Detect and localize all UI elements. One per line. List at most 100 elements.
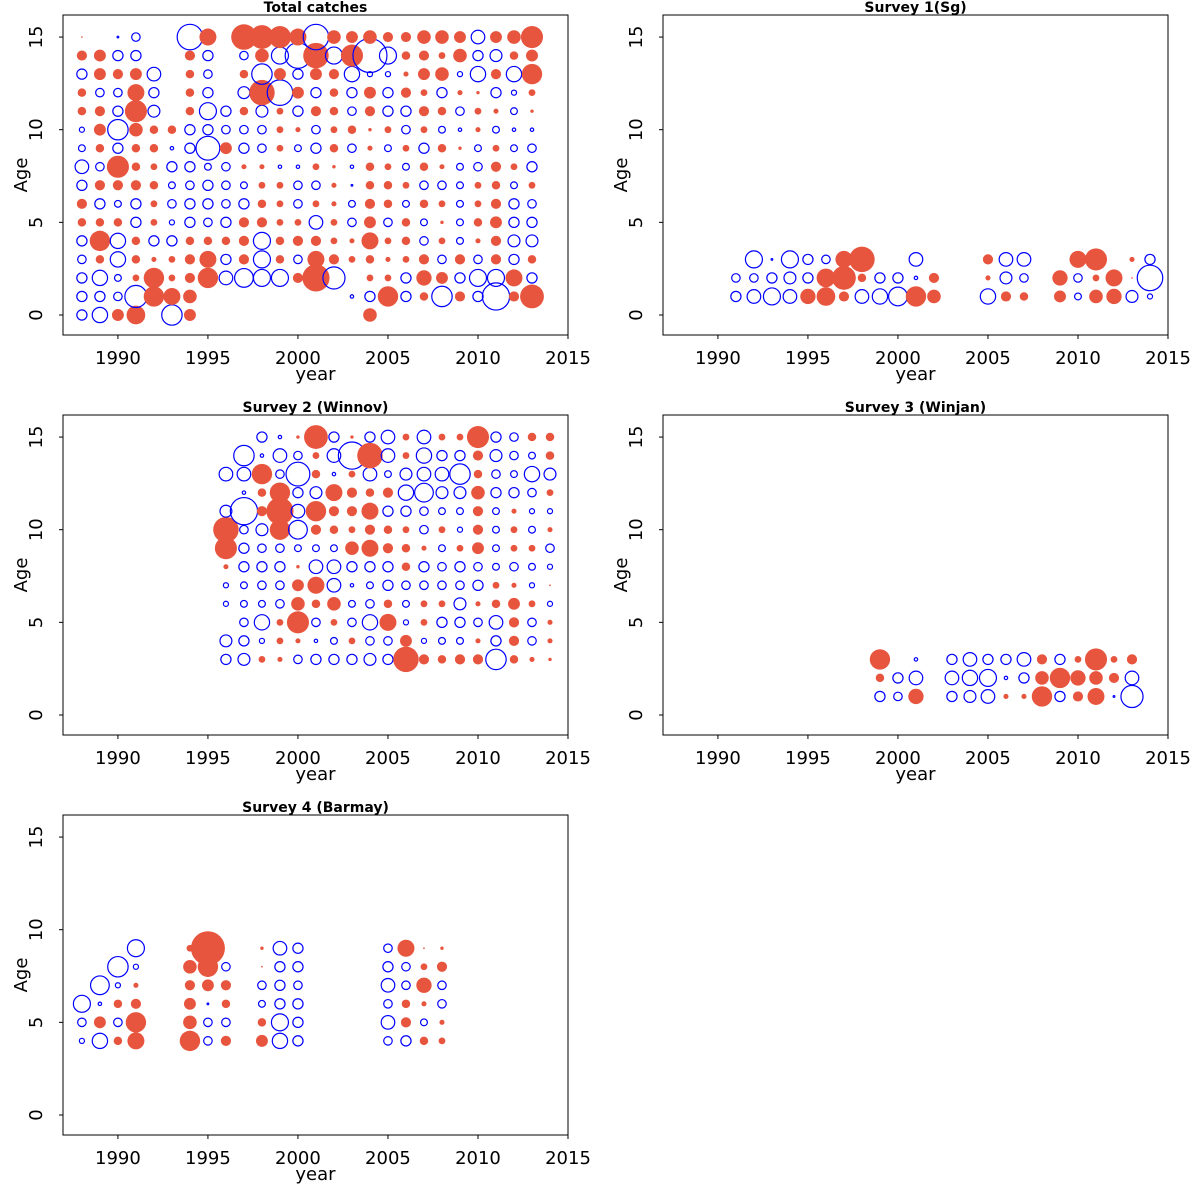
bubble bbox=[363, 30, 377, 44]
bubble bbox=[473, 161, 483, 172]
bubble bbox=[114, 982, 122, 989]
bubble bbox=[1089, 289, 1103, 304]
bubble bbox=[218, 466, 234, 482]
bubble bbox=[509, 655, 519, 664]
bubble bbox=[202, 86, 214, 99]
bubble bbox=[835, 250, 853, 268]
bubble bbox=[456, 544, 464, 552]
bubble bbox=[113, 87, 123, 98]
bubble bbox=[402, 433, 410, 441]
bubble bbox=[780, 250, 800, 269]
bubble bbox=[486, 268, 506, 288]
panel: Survey 3 (Winjan) 1990 1995 2000 2005 2010 201… bbox=[611, 400, 1191, 785]
bubble bbox=[377, 286, 399, 307]
bubble bbox=[730, 290, 742, 303]
bubble bbox=[821, 254, 831, 265]
bubble bbox=[237, 86, 251, 100]
bubble bbox=[415, 447, 433, 464]
bubble bbox=[221, 124, 231, 135]
bubble bbox=[295, 127, 301, 133]
bubble bbox=[437, 655, 447, 664]
bubble bbox=[362, 466, 378, 482]
bubble bbox=[229, 496, 259, 526]
bubble bbox=[545, 432, 555, 442]
bubble bbox=[257, 143, 267, 154]
bubble bbox=[251, 463, 273, 485]
bubble bbox=[1089, 671, 1103, 685]
bubble bbox=[346, 487, 358, 498]
bubble bbox=[383, 636, 393, 646]
bubble bbox=[416, 466, 432, 482]
bubble bbox=[1126, 654, 1138, 665]
bubble bbox=[493, 108, 499, 114]
bubble bbox=[95, 218, 105, 227]
bubble bbox=[257, 980, 267, 991]
bubble bbox=[437, 636, 446, 645]
bubble bbox=[255, 1034, 268, 1047]
bubble bbox=[382, 31, 394, 43]
bubble bbox=[439, 1019, 445, 1025]
bubble bbox=[874, 272, 886, 284]
bubble bbox=[275, 255, 285, 264]
bubble bbox=[266, 497, 294, 525]
bubble bbox=[893, 691, 903, 702]
x-tick-label: 2010 bbox=[455, 348, 501, 369]
bubble bbox=[198, 102, 218, 121]
bubble bbox=[81, 36, 83, 38]
bubble bbox=[364, 561, 376, 573]
bubble bbox=[520, 25, 544, 49]
bubble bbox=[233, 267, 254, 288]
bubble bbox=[419, 292, 429, 301]
bubble bbox=[509, 432, 519, 442]
bubble bbox=[76, 198, 88, 209]
bubble bbox=[440, 946, 444, 950]
bubble bbox=[311, 617, 321, 628]
bubble bbox=[276, 618, 284, 626]
bubble bbox=[744, 250, 764, 269]
bubble bbox=[255, 48, 269, 63]
bubble bbox=[766, 272, 778, 284]
bubble bbox=[871, 288, 889, 305]
bubble bbox=[438, 52, 446, 59]
bubble bbox=[185, 180, 195, 191]
x-tick-label: 1995 bbox=[185, 348, 231, 369]
bubble bbox=[436, 961, 448, 972]
bubble bbox=[527, 487, 537, 498]
bubble bbox=[163, 287, 181, 305]
bubble bbox=[383, 525, 393, 534]
bubble bbox=[1136, 264, 1164, 292]
bubble bbox=[327, 30, 341, 44]
bubble bbox=[380, 1014, 396, 1030]
bubble bbox=[221, 198, 231, 209]
plot-frame bbox=[62, 14, 569, 336]
bubble bbox=[508, 597, 520, 610]
x-tick-label: 2000 bbox=[275, 748, 321, 769]
bubble bbox=[185, 106, 195, 116]
bubble bbox=[366, 274, 374, 282]
bubble bbox=[770, 257, 774, 261]
bubble bbox=[961, 669, 979, 687]
bubble bbox=[257, 124, 267, 135]
bubble bbox=[509, 144, 518, 153]
bubble bbox=[199, 28, 217, 46]
bubble bbox=[308, 214, 324, 230]
bubble bbox=[293, 450, 303, 461]
bubble bbox=[378, 46, 398, 65]
bubble bbox=[944, 670, 960, 686]
bubble bbox=[437, 998, 447, 1009]
bubble bbox=[76, 179, 88, 191]
bubble bbox=[365, 488, 375, 497]
bubble bbox=[399, 467, 413, 481]
bubble bbox=[454, 31, 466, 43]
bubble bbox=[546, 600, 554, 607]
bubble bbox=[438, 600, 446, 608]
bubble bbox=[928, 272, 940, 284]
bubble bbox=[310, 235, 322, 246]
bubble bbox=[183, 309, 196, 321]
bubble bbox=[1146, 293, 1154, 300]
x-tick-label: 2000 bbox=[875, 748, 921, 769]
bubble bbox=[94, 290, 106, 303]
x-tick-label: 1995 bbox=[785, 748, 831, 769]
bubble bbox=[149, 143, 159, 153]
